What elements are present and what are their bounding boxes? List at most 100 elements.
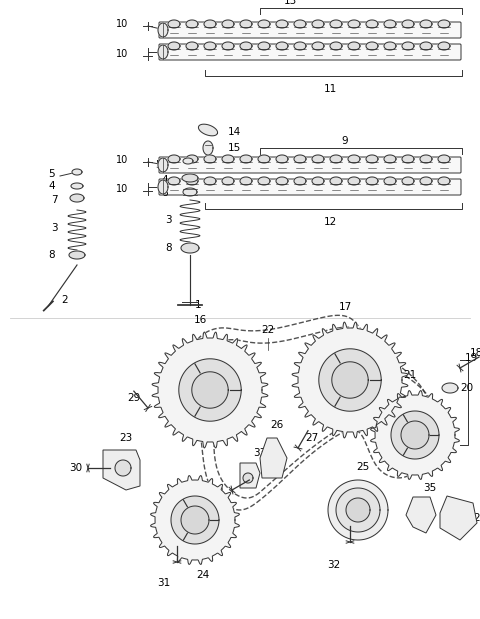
Polygon shape — [420, 20, 432, 28]
Text: 4: 4 — [161, 175, 168, 185]
Text: 29: 29 — [127, 393, 140, 403]
Polygon shape — [420, 177, 432, 185]
Polygon shape — [440, 496, 477, 540]
Polygon shape — [312, 42, 324, 50]
Polygon shape — [183, 158, 193, 164]
Polygon shape — [332, 361, 368, 398]
Polygon shape — [71, 183, 83, 189]
Polygon shape — [260, 438, 287, 478]
Polygon shape — [276, 155, 288, 163]
Text: 10: 10 — [116, 184, 128, 194]
Polygon shape — [179, 359, 241, 421]
Polygon shape — [420, 155, 432, 163]
Polygon shape — [319, 348, 381, 411]
Polygon shape — [294, 177, 306, 185]
Text: 5: 5 — [156, 160, 162, 170]
Text: 8: 8 — [166, 243, 172, 253]
Polygon shape — [240, 42, 252, 50]
Polygon shape — [401, 421, 429, 449]
Text: 13: 13 — [283, 0, 297, 6]
Text: 19: 19 — [465, 353, 478, 363]
Polygon shape — [158, 23, 168, 37]
FancyBboxPatch shape — [159, 22, 461, 38]
Polygon shape — [312, 155, 324, 163]
Polygon shape — [168, 42, 180, 50]
Polygon shape — [330, 177, 342, 185]
Polygon shape — [186, 20, 198, 28]
Polygon shape — [222, 42, 234, 50]
Polygon shape — [384, 42, 396, 50]
Polygon shape — [406, 497, 436, 533]
Polygon shape — [348, 42, 360, 50]
Polygon shape — [312, 177, 324, 185]
Polygon shape — [276, 42, 288, 50]
Polygon shape — [276, 20, 288, 28]
Polygon shape — [181, 243, 199, 253]
Text: 15: 15 — [228, 143, 241, 153]
Polygon shape — [292, 322, 408, 438]
Polygon shape — [192, 372, 228, 408]
Polygon shape — [276, 177, 288, 185]
Text: 33: 33 — [253, 448, 266, 458]
Polygon shape — [240, 20, 252, 28]
Polygon shape — [420, 42, 432, 50]
Polygon shape — [181, 506, 209, 534]
Polygon shape — [438, 42, 450, 50]
Text: 27: 27 — [305, 433, 318, 443]
Text: 7: 7 — [51, 195, 58, 205]
Polygon shape — [103, 450, 140, 490]
Polygon shape — [243, 473, 253, 483]
Text: 5: 5 — [48, 169, 55, 179]
Polygon shape — [330, 42, 342, 50]
Text: 12: 12 — [324, 217, 336, 227]
Polygon shape — [346, 498, 370, 522]
Polygon shape — [115, 460, 131, 476]
Polygon shape — [330, 155, 342, 163]
Text: 10: 10 — [116, 19, 128, 29]
Text: 28: 28 — [473, 513, 480, 523]
Polygon shape — [336, 488, 380, 532]
Polygon shape — [158, 45, 168, 59]
Polygon shape — [384, 155, 396, 163]
Polygon shape — [70, 194, 84, 202]
Polygon shape — [294, 42, 306, 50]
Polygon shape — [384, 177, 396, 185]
Text: 35: 35 — [423, 483, 436, 493]
Polygon shape — [198, 124, 217, 136]
Polygon shape — [391, 411, 439, 459]
Text: 20: 20 — [460, 383, 473, 393]
Polygon shape — [366, 177, 378, 185]
Text: 26: 26 — [270, 420, 284, 430]
Text: 10: 10 — [116, 49, 128, 59]
Polygon shape — [402, 42, 414, 50]
Polygon shape — [168, 20, 180, 28]
Polygon shape — [168, 155, 180, 163]
Text: 31: 31 — [157, 578, 170, 588]
Text: 10: 10 — [116, 155, 128, 165]
Polygon shape — [204, 20, 216, 28]
Polygon shape — [171, 496, 219, 544]
Polygon shape — [69, 251, 85, 259]
Polygon shape — [204, 155, 216, 163]
Polygon shape — [402, 155, 414, 163]
Polygon shape — [348, 20, 360, 28]
Text: 18: 18 — [470, 348, 480, 358]
Text: 34: 34 — [211, 487, 224, 497]
Polygon shape — [222, 177, 234, 185]
FancyBboxPatch shape — [159, 157, 461, 173]
Polygon shape — [402, 177, 414, 185]
Polygon shape — [240, 155, 252, 163]
Polygon shape — [158, 158, 168, 172]
Polygon shape — [348, 155, 360, 163]
Text: 2: 2 — [61, 295, 68, 305]
Polygon shape — [366, 155, 378, 163]
Polygon shape — [151, 475, 240, 565]
Text: 1: 1 — [195, 300, 202, 310]
Polygon shape — [222, 20, 234, 28]
Polygon shape — [438, 155, 450, 163]
Polygon shape — [366, 20, 378, 28]
Text: 32: 32 — [327, 560, 340, 570]
Polygon shape — [222, 155, 234, 163]
Text: 4: 4 — [48, 181, 55, 191]
Text: 11: 11 — [324, 84, 336, 94]
